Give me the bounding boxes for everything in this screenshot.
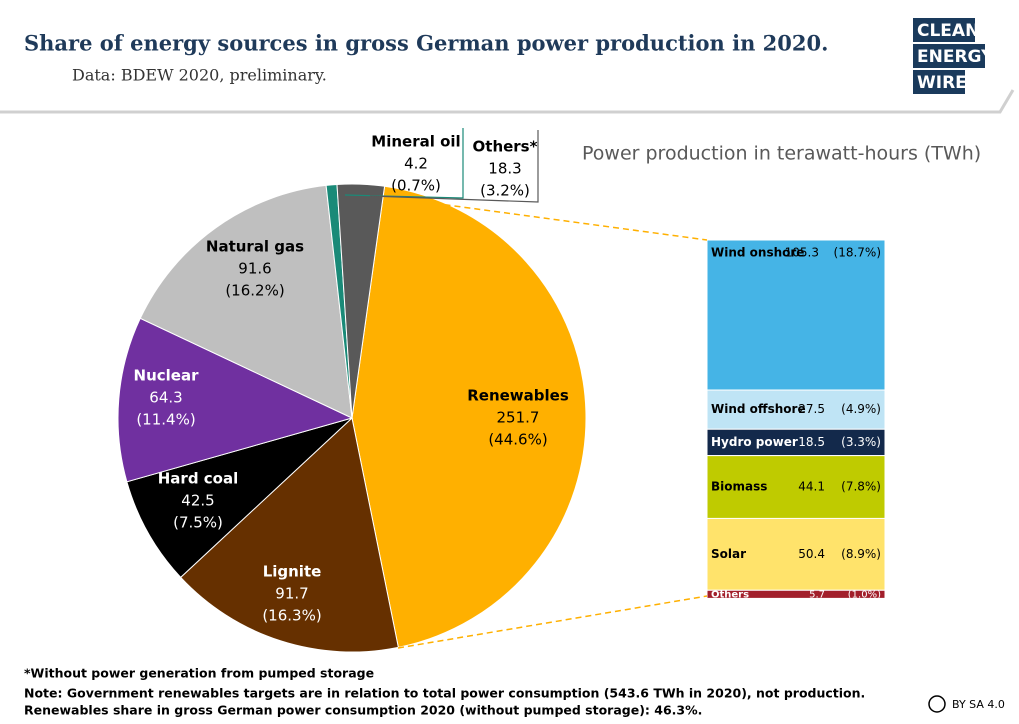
slice-value: 4.2 [404, 155, 428, 173]
slice-share: (16.2%) [225, 282, 284, 300]
segment-share: (7.8%) [841, 480, 881, 494]
slice-share: (44.6%) [488, 431, 547, 449]
title: Share of energy sources in gross German … [24, 31, 828, 56]
pie-slice [126, 417, 353, 579]
header-rule [0, 89, 1015, 114]
slice-share: (3.2%) [480, 182, 530, 200]
segment-name: Solar [711, 547, 746, 561]
slice-share: (16.3%) [262, 607, 321, 625]
pie-slice [179, 417, 399, 653]
segment-name: Others [711, 589, 749, 600]
slice-share: (11.4%) [136, 411, 195, 429]
segment-name: Hydro power [711, 435, 798, 449]
slice-value: 18.3 [488, 160, 521, 178]
slice-name: Natural gas [206, 238, 304, 256]
segment-value: 44.1 [798, 480, 825, 494]
slice-name: Mineral oil [371, 133, 460, 151]
segment-name: Wind onshore [711, 246, 804, 260]
bar-segment [706, 589, 886, 599]
segment-share: (4.9%) [841, 402, 881, 416]
slice-value: 91.7 [275, 585, 308, 603]
slice-name: Others* [473, 138, 538, 156]
leader-line [369, 130, 539, 203]
segment-value: 105.3 [785, 246, 819, 260]
segment-value: 50.4 [798, 547, 825, 561]
pie: Renewables 251.7 (44.6%) Lignite 91.7 (16.3%)… [117, 133, 587, 653]
note: Renewables share in gross German power c… [24, 703, 702, 718]
bar: Wind onshore (18.7%) 105.3 Wind offshore (4.… [706, 239, 886, 600]
segment-share: (8.9%) [841, 547, 881, 561]
pie-slice [139, 184, 353, 419]
slice-value: 251.7 [497, 409, 540, 427]
cc-icon [928, 695, 946, 713]
segment-share: (1.0%) [848, 589, 881, 600]
segment-share: (18.7%) [834, 246, 881, 260]
slice-name: Lignite [263, 563, 322, 581]
slice-name: Hard coal [158, 470, 239, 488]
connector [397, 595, 708, 649]
bar-segment [706, 239, 886, 391]
connectors [394, 197, 708, 649]
slice-name: Renewables [467, 387, 569, 405]
logo-box [913, 70, 965, 94]
segment-name: Biomass [711, 480, 767, 494]
segment-name: Wind offshore [711, 402, 806, 416]
slice-value: 64.3 [149, 389, 182, 407]
segment-value: 18.5 [798, 435, 825, 449]
license: BY SA 4.0 [952, 698, 1005, 711]
logo-text: ENERGY [917, 47, 994, 67]
footnote: *Without power generation from pumped st… [24, 666, 374, 681]
segment-share: (3.3%) [841, 435, 881, 449]
logo-text: CLEAN [917, 21, 979, 41]
bar-segment [706, 428, 886, 457]
subtitle: Data: BDEW 2020, preliminary. [72, 66, 327, 85]
logo-text: WIRE [917, 73, 967, 93]
logo-box [913, 44, 985, 68]
segment-value: 5.7 [809, 589, 825, 600]
slice-name: Nuclear [134, 367, 200, 385]
connector [394, 197, 708, 241]
slice-share: (7.5%) [173, 514, 223, 532]
slice-value: 42.5 [181, 492, 214, 510]
slice-share: (0.7%) [391, 177, 441, 195]
bar-segment [706, 517, 886, 591]
bar-segment [706, 455, 886, 519]
note: Note: Government renewables targets are … [24, 686, 865, 701]
bar-segment [706, 389, 886, 430]
chart-title: Power production in terawatt-hours (TWh) [582, 143, 981, 165]
segment-value: 27.5 [798, 402, 825, 416]
slice-value: 91.6 [238, 260, 271, 278]
logo-box [913, 18, 975, 42]
pie-slice [117, 317, 354, 483]
pie-slice [336, 183, 386, 419]
pie-slice [351, 185, 587, 648]
logo: CLEAN ENERGY WIRE [913, 18, 994, 94]
leaders [344, 128, 539, 203]
